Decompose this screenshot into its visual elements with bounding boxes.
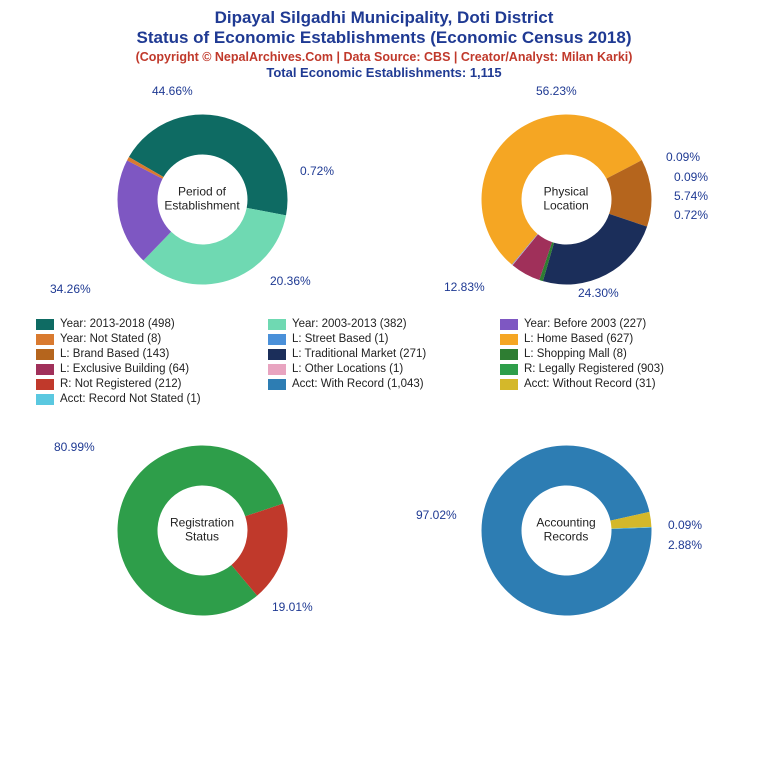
legend-swatch	[500, 379, 518, 390]
legend-label: Year: 2013-2018 (498)	[60, 318, 175, 330]
legend-label: R: Legally Registered (903)	[524, 363, 664, 375]
chart-registration: Registration Status 80.99% 19.01%	[32, 410, 372, 650]
legend-item: L: Traditional Market (271)	[268, 348, 500, 360]
pct-label: 34.26%	[50, 282, 91, 296]
donut-center-label: Registration Status	[157, 516, 247, 545]
legend-label: R: Not Registered (212)	[60, 378, 181, 390]
legend-item: Acct: Record Not Stated (1)	[36, 393, 268, 405]
legend-swatch	[268, 334, 286, 345]
legend-swatch	[36, 334, 54, 345]
legend-item: L: Home Based (627)	[500, 333, 732, 345]
legend-swatch	[36, 349, 54, 360]
chart-period: Period of Establishment 44.66% 0.72% 20.36…	[32, 84, 372, 314]
legend-item: Year: 2003-2013 (382)	[268, 318, 500, 330]
legend-item: Acct: With Record (1,043)	[268, 378, 500, 390]
legend-swatch	[36, 394, 54, 405]
chart-location: Physical Location 56.23% 0.09% 0.09% 5.74% 0…	[396, 84, 736, 314]
title-line-1: Dipayal Silgadhi Municipality, Doti Dist…	[10, 8, 758, 28]
legend-label: Year: Before 2003 (227)	[524, 318, 646, 330]
pct-label: 0.09%	[668, 518, 702, 532]
donut-center-label: Physical Location	[521, 185, 611, 214]
legend-item: Year: 2013-2018 (498)	[36, 318, 268, 330]
legend-item: L: Other Locations (1)	[268, 363, 500, 375]
legend-label: Acct: Record Not Stated (1)	[60, 393, 201, 405]
legend-label: L: Exclusive Building (64)	[60, 363, 189, 375]
legend-item: R: Legally Registered (903)	[500, 363, 732, 375]
legend-swatch	[500, 349, 518, 360]
legend-swatch	[36, 364, 54, 375]
pct-label: 0.09%	[674, 170, 708, 184]
pct-label: 97.02%	[416, 508, 457, 522]
copyright-line: (Copyright © NepalArchives.Com | Data So…	[10, 50, 758, 64]
legend-swatch	[268, 319, 286, 330]
legend-label: Year: 2003-2013 (382)	[292, 318, 407, 330]
chart-header: Dipayal Silgadhi Municipality, Doti Dist…	[0, 0, 768, 84]
legend-label: L: Other Locations (1)	[292, 363, 403, 375]
donut-center-label: Period of Establishment	[157, 185, 247, 214]
pct-label: 56.23%	[536, 84, 577, 98]
legend-label: L: Shopping Mall (8)	[524, 348, 627, 360]
legend-swatch	[36, 379, 54, 390]
pct-label: 20.36%	[270, 274, 311, 288]
pct-label: 19.01%	[272, 600, 313, 614]
legend-label: Year: Not Stated (8)	[60, 333, 161, 345]
legend-item: L: Street Based (1)	[268, 333, 500, 345]
pct-label: 0.09%	[666, 150, 700, 164]
legend-swatch	[500, 364, 518, 375]
legend-item: R: Not Registered (212)	[36, 378, 268, 390]
pct-label: 2.88%	[668, 538, 702, 552]
legend-swatch	[500, 319, 518, 330]
chart-accounting: Accounting Records 97.02% 0.09% 2.88%	[396, 410, 736, 650]
legend-item: Acct: Without Record (31)	[500, 378, 732, 390]
legend-swatch	[268, 364, 286, 375]
pct-label: 5.74%	[674, 189, 708, 203]
legend-label: L: Brand Based (143)	[60, 348, 169, 360]
legend-item: Year: Before 2003 (227)	[500, 318, 732, 330]
legend-label: L: Traditional Market (271)	[292, 348, 426, 360]
legend-item: L: Exclusive Building (64)	[36, 363, 268, 375]
charts-row-top: Period of Establishment 44.66% 0.72% 20.36…	[0, 84, 768, 314]
legend-label: L: Street Based (1)	[292, 333, 389, 345]
pct-label: 44.66%	[152, 84, 193, 98]
legend-label: L: Home Based (627)	[524, 333, 633, 345]
pct-label: 0.72%	[300, 164, 334, 178]
legend: Year: 2013-2018 (498) Year: 2003-2013 (38…	[0, 314, 768, 410]
legend-swatch	[268, 379, 286, 390]
charts-row-bottom: Registration Status 80.99% 19.01% Account…	[0, 410, 768, 650]
pct-label: 24.30%	[578, 286, 619, 300]
legend-item: L: Brand Based (143)	[36, 348, 268, 360]
legend-swatch	[268, 349, 286, 360]
legend-item: L: Shopping Mall (8)	[500, 348, 732, 360]
total-line: Total Economic Establishments: 1,115	[10, 65, 758, 80]
legend-item: Year: Not Stated (8)	[36, 333, 268, 345]
pct-label: 0.72%	[674, 208, 708, 222]
legend-swatch	[500, 334, 518, 345]
title-line-2: Status of Economic Establishments (Econo…	[10, 28, 758, 48]
pct-label: 12.83%	[444, 280, 485, 294]
donut-center-label: Accounting Records	[521, 516, 611, 545]
pct-label: 80.99%	[54, 440, 95, 454]
legend-label: Acct: Without Record (31)	[524, 378, 656, 390]
legend-swatch	[36, 319, 54, 330]
legend-label: Acct: With Record (1,043)	[292, 378, 424, 390]
